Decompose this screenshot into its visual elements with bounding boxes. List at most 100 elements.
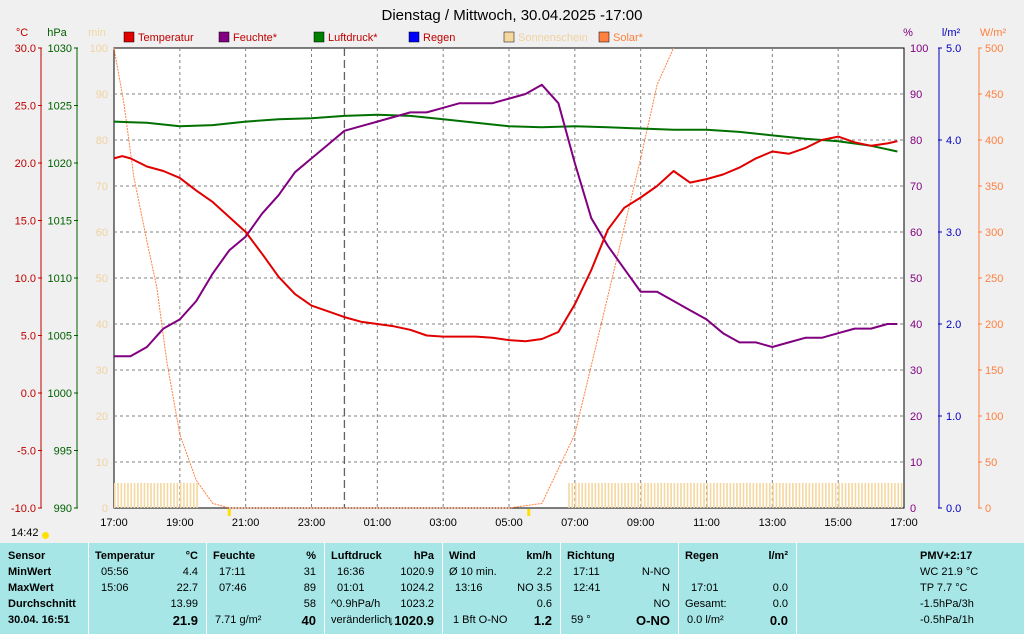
humidity-line bbox=[114, 83, 898, 358]
press-tick-label: 1000 bbox=[48, 388, 72, 400]
dir-min-value: N-NO bbox=[641, 566, 670, 578]
legend-label: Solar* bbox=[613, 32, 644, 44]
direction-column: Richtung 17:11 N-NO 12:41 N NO 59 ° O-NO bbox=[561, 543, 678, 634]
wind-column: Wind km/h Ø 10 min. 2.2 13:16 NO 3.5 0.6 1 … bbox=[443, 543, 560, 634]
temp-tick-label: -10.0 bbox=[11, 503, 36, 515]
hum-max-value: 89 bbox=[303, 582, 316, 594]
sunshine-bars bbox=[114, 483, 903, 508]
hum-tick-label: 10 bbox=[910, 457, 922, 469]
temp-tick-label: 25.0 bbox=[15, 101, 36, 113]
sunshine-bar bbox=[663, 483, 666, 508]
sunshine-bar bbox=[650, 483, 653, 508]
rain-tick-label: 2.0 bbox=[946, 319, 961, 331]
x-tick-label: 01:00 bbox=[364, 517, 392, 527]
temp-min-time: 05:56 bbox=[101, 566, 129, 578]
sunshine-bar bbox=[160, 483, 162, 508]
sunshine-bar bbox=[759, 483, 761, 508]
temp-tick-label: 30.0 bbox=[15, 43, 36, 55]
current-datetime: 30.04. 16:51 bbox=[8, 614, 70, 626]
sunshine-bar bbox=[581, 483, 584, 508]
sunrise-marker bbox=[527, 509, 531, 516]
dir-avg-value: NO bbox=[653, 598, 671, 610]
sunshine-bar bbox=[815, 483, 817, 508]
sun-tick-label: 30 bbox=[96, 365, 108, 377]
sunshine-bar bbox=[584, 483, 587, 508]
sunshine-bar bbox=[746, 483, 748, 508]
sunshine-bar bbox=[900, 483, 903, 508]
max-label: MaxWert bbox=[8, 582, 54, 594]
x-tick-label: 09:00 bbox=[627, 517, 655, 527]
sun-tick-label: 0 bbox=[102, 503, 108, 515]
press-tick-label: 1005 bbox=[48, 331, 72, 343]
sunshine-bar bbox=[861, 483, 863, 508]
temp-tick-label: 10.0 bbox=[15, 273, 36, 285]
press-unit-label: hPa bbox=[47, 27, 67, 39]
hum-tick-label: 0 bbox=[910, 503, 916, 515]
sunshine-bar bbox=[848, 483, 850, 508]
press-trend: ^0.9hPa/h bbox=[331, 598, 381, 610]
sunshine-bar bbox=[880, 483, 883, 508]
wind-unit: km/h bbox=[526, 550, 552, 562]
press-tick-label: 1010 bbox=[48, 273, 72, 285]
sunshine-bar bbox=[719, 483, 722, 508]
pressure-line bbox=[113, 113, 898, 153]
legend-label: Sonnenschein bbox=[518, 32, 588, 44]
sun-tick-label: 70 bbox=[96, 181, 108, 193]
sunshine-bar bbox=[127, 483, 129, 508]
press-trend-1h: -0.5hPa/1h bbox=[920, 614, 974, 626]
temperature-column: Temperatur °C 05:56 4.4 15:06 22.7 13.99 21… bbox=[89, 543, 206, 634]
time-label: 14:42 bbox=[11, 527, 39, 539]
sunshine-bar bbox=[864, 483, 867, 508]
solar-tick-label: 400 bbox=[985, 135, 1003, 147]
wind-avg10-label: Ø 10 min. bbox=[449, 566, 497, 578]
humidity-column: Feuchte% 17:11 31 07:46 89 58 7.71 g/m² 40 bbox=[207, 543, 324, 634]
x-tick-label: 11:00 bbox=[693, 517, 720, 527]
solar-tick-label: 0 bbox=[985, 503, 991, 515]
press-tick-label: 1025 bbox=[48, 101, 72, 113]
sunshine-bar bbox=[673, 483, 676, 508]
sunshine-bar bbox=[782, 483, 784, 508]
sunshine-bar bbox=[156, 483, 159, 508]
rain-unit-label: l/m² bbox=[942, 27, 961, 39]
sunshine-bar bbox=[137, 483, 139, 508]
legend-label: Luftdruck* bbox=[328, 32, 378, 44]
hum-unit-label: % bbox=[903, 27, 913, 39]
sun-tick-label: 60 bbox=[96, 227, 108, 239]
press-current-value: ↓1020.9 bbox=[387, 613, 434, 628]
sunshine-bar bbox=[163, 483, 165, 508]
sunshine-bar bbox=[634, 483, 636, 508]
sunshine-bar bbox=[841, 483, 844, 508]
hum-min-value: 31 bbox=[303, 566, 316, 578]
rain-total-label: Gesamt: bbox=[685, 598, 727, 610]
time-bar: 14:42 bbox=[0, 527, 1024, 543]
sunshine-bar bbox=[755, 483, 758, 508]
press-max-value: 1024.2 bbox=[400, 582, 434, 594]
sun-tick-label: 40 bbox=[96, 319, 108, 331]
sunshine-bar bbox=[604, 483, 607, 508]
sunshine-bar bbox=[166, 483, 169, 508]
hum-tick-label: 20 bbox=[910, 411, 922, 423]
wind-header: Wind bbox=[449, 550, 476, 562]
sunshine-bar bbox=[818, 483, 821, 508]
sunshine-bar bbox=[742, 483, 745, 508]
temp-tick-label: 0.0 bbox=[21, 388, 36, 400]
legend-label: Temperatur bbox=[138, 32, 194, 44]
sunshine-bar bbox=[874, 483, 876, 508]
sunshine-bar bbox=[186, 483, 189, 508]
x-tick-label: 05:00 bbox=[495, 517, 523, 527]
solar-tick-label: 500 bbox=[985, 43, 1003, 55]
sunshine-bar bbox=[867, 483, 870, 508]
temp-current-value: 21.9 bbox=[172, 613, 198, 628]
rain-tick-label: 0.0 bbox=[946, 503, 961, 515]
temp-tick-label: 15.0 bbox=[15, 216, 36, 228]
sunshine-bar bbox=[801, 483, 804, 508]
sunshine-bar bbox=[762, 483, 765, 508]
sunshine-bar bbox=[574, 483, 577, 508]
sunshine-bar bbox=[143, 483, 146, 508]
press-avg-value: 1023.2 bbox=[400, 598, 434, 610]
sunshine-bar bbox=[831, 483, 834, 508]
sunshine-bar bbox=[686, 483, 689, 508]
legend-label: Regen bbox=[423, 32, 455, 44]
solar-tick-label: 50 bbox=[985, 457, 997, 469]
